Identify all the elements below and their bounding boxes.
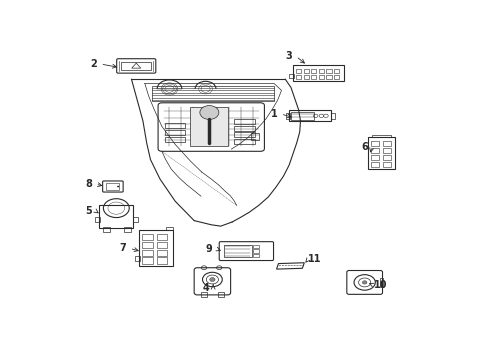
Bar xyxy=(383,148,391,153)
Bar xyxy=(121,62,151,70)
Text: 4: 4 xyxy=(203,283,210,293)
Bar xyxy=(157,250,167,256)
Bar xyxy=(124,227,131,232)
Bar xyxy=(289,110,331,121)
Bar xyxy=(133,217,138,222)
Bar xyxy=(291,112,314,120)
Bar xyxy=(142,257,153,264)
Circle shape xyxy=(210,278,215,282)
Bar xyxy=(157,242,167,248)
Bar xyxy=(251,133,259,140)
Bar xyxy=(218,292,224,297)
Bar xyxy=(318,75,324,79)
Text: 2: 2 xyxy=(90,59,97,69)
Bar xyxy=(372,135,391,138)
Bar xyxy=(296,69,301,73)
Bar xyxy=(371,141,379,146)
Bar xyxy=(190,107,228,146)
Text: 10: 10 xyxy=(373,280,387,290)
Bar xyxy=(331,113,335,118)
Bar xyxy=(201,292,207,297)
Text: 6: 6 xyxy=(362,142,368,152)
Bar xyxy=(142,242,153,248)
Bar xyxy=(224,245,252,257)
Bar xyxy=(234,126,255,131)
Bar xyxy=(106,184,120,190)
Bar xyxy=(234,132,255,138)
Bar xyxy=(326,69,332,73)
Circle shape xyxy=(117,186,120,187)
Bar xyxy=(326,75,332,79)
Bar xyxy=(252,249,259,253)
Bar xyxy=(96,217,100,222)
Bar xyxy=(286,113,290,118)
Bar xyxy=(334,75,339,79)
Bar xyxy=(165,138,185,143)
Bar xyxy=(383,155,391,160)
Bar xyxy=(371,148,379,153)
Bar xyxy=(371,155,379,160)
Bar xyxy=(252,245,259,248)
Bar xyxy=(334,69,339,73)
Bar xyxy=(157,257,167,264)
Text: 3: 3 xyxy=(286,51,293,61)
Bar xyxy=(142,250,153,256)
Bar xyxy=(157,234,167,240)
Bar xyxy=(303,69,309,73)
Bar xyxy=(383,141,391,146)
Bar xyxy=(303,75,309,79)
Text: 1: 1 xyxy=(270,109,277,119)
Bar xyxy=(139,230,173,266)
Bar xyxy=(318,69,324,73)
Bar xyxy=(142,234,153,240)
Bar xyxy=(99,205,133,228)
Text: 9: 9 xyxy=(206,244,213,254)
Bar xyxy=(368,138,394,169)
Bar xyxy=(311,69,317,73)
Bar xyxy=(165,130,185,135)
Text: 11: 11 xyxy=(308,255,321,264)
Bar xyxy=(371,162,379,167)
Circle shape xyxy=(200,105,219,120)
Bar xyxy=(166,227,173,230)
Circle shape xyxy=(363,281,367,284)
Bar xyxy=(311,75,317,79)
Bar xyxy=(296,75,301,79)
Text: 8: 8 xyxy=(85,179,92,189)
Bar xyxy=(289,74,294,78)
Bar xyxy=(103,227,110,232)
Bar xyxy=(165,123,185,128)
Bar xyxy=(234,119,255,124)
Bar xyxy=(383,162,391,167)
Bar xyxy=(135,256,140,261)
Bar xyxy=(252,254,259,257)
Bar xyxy=(293,66,344,81)
Bar xyxy=(380,278,383,287)
Bar xyxy=(234,139,255,144)
Text: 5: 5 xyxy=(85,206,92,216)
Text: 7: 7 xyxy=(120,243,126,253)
Bar xyxy=(152,86,274,102)
